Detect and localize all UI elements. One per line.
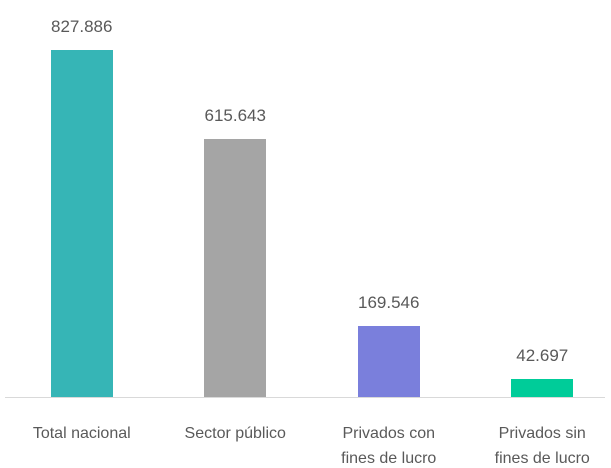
x-tick-label: Privados con fines de lucro xyxy=(341,425,437,467)
bar xyxy=(204,138,267,397)
x-tick-label: Total nacional xyxy=(32,425,131,442)
baseline xyxy=(5,397,605,398)
data-label: 42.697 xyxy=(516,346,569,366)
bar xyxy=(511,379,574,397)
bar xyxy=(357,325,420,397)
x-tick-label: Sector público xyxy=(184,425,286,442)
data-label: 169.546 xyxy=(358,292,420,312)
data-label: 615.643 xyxy=(204,105,266,125)
bar xyxy=(50,50,113,397)
data-label: 827.886 xyxy=(51,17,113,36)
x-tick-label: Privados sin fines de lucro xyxy=(494,425,590,467)
